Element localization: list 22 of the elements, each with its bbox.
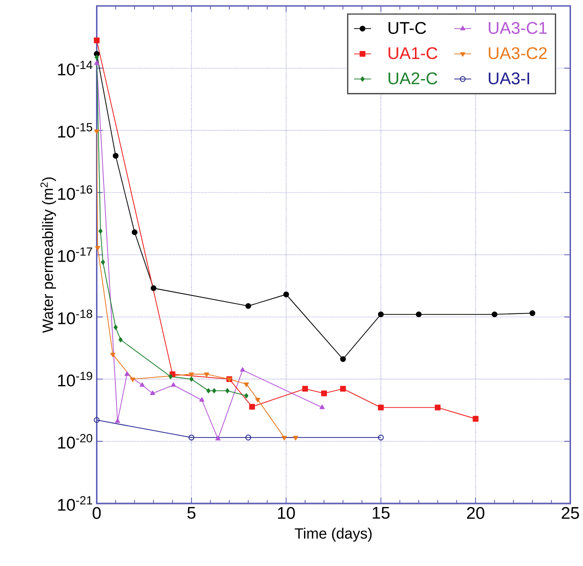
y-tick-label: 10$^{-15}$	[58, 122, 92, 138]
y-tick-label: 10$^{-19}$	[58, 372, 92, 386]
y-tick-label: 10$^{-18}$	[58, 309, 92, 324]
y-tick-label: 10$^{-17}$	[58, 247, 92, 262]
y-tick-label: 10$^{-21}$	[58, 496, 92, 511]
x-tick-label: 15	[372, 506, 390, 519]
legend-label: UA1-C	[388, 47, 438, 60]
y-tick-label: 10$^{-20}$	[58, 434, 92, 448]
y-tick-label: 10$^{-16}$	[58, 185, 92, 200]
legend-label: UA3-C2	[488, 47, 547, 60]
y-tick-label: 10$^{-14}$	[58, 60, 92, 76]
y-axis-title: Water permeability (m$^{2}$)	[40, 177, 56, 333]
x-tick-label: 5	[187, 506, 196, 519]
legend-label: UT-C	[388, 22, 426, 34]
legend-label: UA2-C	[388, 72, 438, 84]
x-tick-label: 0	[92, 506, 101, 519]
legend-label: UA3-I	[488, 72, 530, 84]
x-tick-label: 10	[278, 506, 295, 519]
legend-label: UA3-C1	[488, 22, 547, 34]
x-axis-title: Time (days)	[294, 528, 372, 542]
x-tick-label: 25	[562, 506, 579, 519]
x-tick-label: 20	[467, 506, 484, 519]
